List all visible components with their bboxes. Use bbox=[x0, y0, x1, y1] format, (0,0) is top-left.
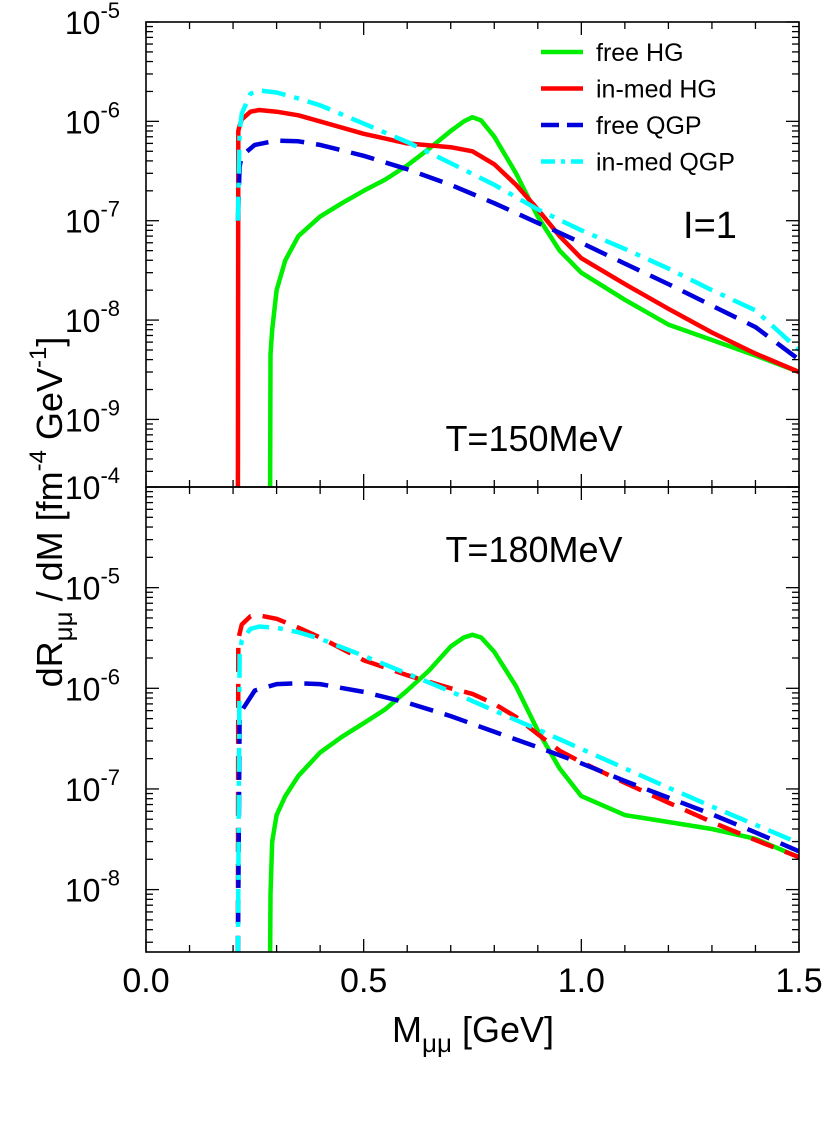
y-tick-label: 10-5 bbox=[65, 0, 120, 41]
y-tick-label: 10-8 bbox=[65, 866, 120, 909]
y-tick-label: 10-8 bbox=[65, 296, 120, 339]
isospin-annotation: I=1 bbox=[683, 205, 737, 247]
x-axis-label: Mμμ [GeV] bbox=[392, 1009, 554, 1058]
x-tick-label: 1.5 bbox=[775, 962, 822, 1000]
y-tick-label: 10-9 bbox=[65, 395, 120, 438]
series-line-in-med-qgp bbox=[235, 624, 799, 952]
x-tick-label: 0.5 bbox=[340, 962, 387, 1000]
legend-label-free-hg: free HG bbox=[596, 39, 684, 67]
series-line-in-med-hg bbox=[235, 613, 799, 952]
plot-frame bbox=[145, 486, 800, 953]
y-tick-label: 10-4 bbox=[65, 463, 120, 506]
series-line-in-med-qgp bbox=[235, 88, 799, 352]
temperature-annotation: T=180MeV bbox=[445, 529, 622, 570]
y-tick-label: 10-6 bbox=[65, 97, 120, 140]
y-tick-label: 10-6 bbox=[65, 664, 120, 707]
legend-label-in-med-hg: in-med HG bbox=[596, 76, 717, 104]
series-line-in-med-hg bbox=[235, 107, 799, 487]
plot-layer: 10-5 10-6 10-7 10-8 10-9 10-4 T=150MeV I=1 free … bbox=[65, 0, 823, 1000]
series-group bbox=[235, 613, 799, 952]
legend-label-in-med-qgp: in-med QGP bbox=[596, 149, 735, 177]
x-tick-label: 1.0 bbox=[558, 962, 605, 1000]
y-tick-label: 10-7 bbox=[65, 197, 120, 240]
chart-panel-top: 10-5 10-6 10-7 10-8 10-9 10-4 T=150MeV I=1 free … bbox=[65, 0, 800, 506]
series-line-free-qgp bbox=[235, 138, 799, 362]
x-tick-label: 0.0 bbox=[122, 962, 169, 1000]
y-tick-label: 10-5 bbox=[65, 564, 120, 607]
text-layer: Mμμ [GeV] dRμμ / dM [fm-4 GeV-1] bbox=[25, 337, 554, 1058]
y-tick-label: 10-7 bbox=[65, 765, 120, 808]
series-group bbox=[235, 88, 799, 487]
legend-label-free-qgp: free QGP bbox=[596, 112, 702, 140]
series-line-free-hg bbox=[267, 114, 799, 487]
legend: free HG in-med HG free QGP in-med QGP bbox=[541, 39, 735, 177]
y-axis-label: dRμμ / dM [fm-4 GeV-1] bbox=[25, 337, 78, 688]
series-line-free-qgp bbox=[235, 681, 799, 952]
temperature-annotation: T=150MeV bbox=[445, 418, 622, 459]
series-line-free-hg bbox=[267, 632, 799, 952]
chart-panel-bottom: 10-5 10-6 10-7 10-8 0.0 0.5 1.0 1.5 T=180MeV bbox=[65, 486, 823, 1000]
